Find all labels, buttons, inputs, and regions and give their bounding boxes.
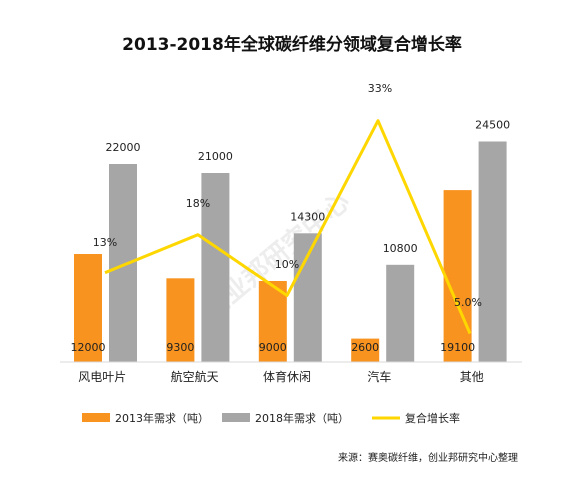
bar-2013-3 (351, 338, 380, 362)
growth-label-4: 5.0% (454, 296, 482, 309)
x-tick-3: 汽车 (367, 369, 391, 384)
x-tick-0: 风电叶片 (78, 370, 126, 384)
x-tick-2: 体育休闲 (263, 369, 311, 384)
bar-2018-1 (201, 173, 230, 362)
bar-label-2018-2: 14300 (290, 210, 325, 223)
legend-label-1: 2018年需求（吨） (255, 411, 349, 425)
legend-swatch-0 (82, 413, 110, 422)
bar-label-2018-1: 21000 (198, 150, 233, 163)
bar-2013-0 (74, 254, 102, 362)
growth-rate-line (104, 119, 472, 335)
chart-title: 2013-2018年全球碳纤维分领域复合增长率 (122, 34, 462, 55)
bar-2013-4 (443, 190, 472, 362)
bar-label-2018-4: 24500 (475, 119, 510, 132)
bar-2013-2 (258, 281, 287, 362)
x-tick-4: 其他 (460, 370, 484, 384)
bar-label-2013-0: 12000 (71, 341, 106, 354)
growth-label-2: 10% (275, 258, 299, 271)
bar-2018-0 (109, 164, 137, 362)
x-tick-1: 航空航天 (171, 369, 219, 384)
growth-label-0: 13% (93, 236, 117, 249)
bar-label-2013-4: 19100 (440, 341, 475, 354)
growth-label-3: 33% (368, 82, 392, 95)
legend-swatch-1 (222, 413, 250, 422)
bar-2013-1 (166, 278, 195, 362)
bar-label-2013-2: 9000 (259, 341, 287, 354)
bar-label-2018-3: 10800 (383, 242, 418, 255)
growth-label-1: 18% (186, 197, 210, 210)
legend-label-0: 2013年需求（吨） (115, 411, 209, 425)
source-note: 来源：赛奥碳纤维，创业邦研究中心整理 (338, 451, 518, 464)
legend: 2013年需求（吨） 2018年需求（吨） 复合增长率 (82, 411, 460, 425)
legend-label-2: 复合增长率 (405, 411, 460, 425)
bar-label-2013-3: 2600 (351, 341, 379, 354)
x-tick-labels: 风电叶片 航空航天 体育休闲 汽车 其他 (78, 369, 484, 384)
plot-area: 12000 9300 9000 2600 19100 22000 21000 14300 108… (71, 82, 510, 362)
bar-label-2018-0: 22000 (106, 141, 141, 154)
bar-2018-4 (478, 141, 507, 362)
bar-label-2013-1: 9300 (166, 341, 194, 354)
bar-2018-3 (386, 264, 415, 362)
